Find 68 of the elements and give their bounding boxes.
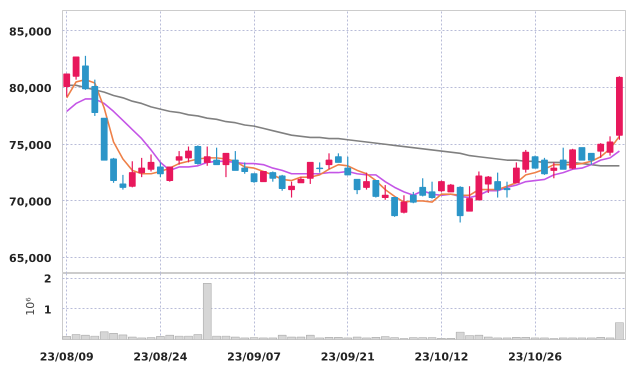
candlestick (82, 55, 89, 90)
candlestick (494, 172, 502, 198)
candlestick (316, 162, 324, 174)
candlestick (344, 156, 352, 176)
candlestick (428, 181, 436, 200)
candlestick (541, 157, 548, 176)
candlestick (72, 56, 80, 80)
candlestick (382, 184, 389, 200)
y-tick-label: 70,000 (9, 195, 52, 208)
candlestick (156, 162, 164, 178)
candlestick (176, 150, 183, 166)
candlestick (400, 194, 408, 214)
candlestick (232, 150, 239, 171)
candlestick (606, 136, 614, 156)
candlestick (484, 175, 492, 194)
candlestick (597, 142, 604, 158)
candlestick (120, 174, 126, 190)
candlestick (391, 196, 398, 218)
y-tick-label: 80,000 (9, 82, 52, 96)
y-tick-label: 1 (44, 303, 52, 316)
candlestick (578, 147, 586, 161)
candlestick (372, 180, 380, 198)
candlestick (194, 144, 202, 166)
candlestick (466, 186, 473, 212)
candlestick (288, 181, 295, 198)
y-tick-label: 75,000 (9, 138, 52, 152)
y-tick-label: 65,000 (9, 252, 52, 266)
x-tick-label: 23/09/07 (227, 350, 282, 364)
candlestick (185, 146, 192, 164)
candlestick (569, 148, 576, 170)
candlestick (532, 155, 539, 169)
candlestick (269, 170, 276, 182)
candlestick (213, 147, 220, 166)
candlestick (334, 152, 342, 164)
candlestick (250, 173, 258, 184)
y-tick-label: 85,000 (9, 25, 52, 38)
candlestick (410, 191, 417, 204)
candlestick (204, 146, 211, 166)
candlestick (560, 147, 567, 170)
x-tick-label: 23/08/24 (133, 350, 188, 364)
candlestick (63, 73, 70, 98)
x-tick-label: 23/10/26 (508, 350, 562, 364)
candlestick (278, 174, 286, 192)
candlestick (438, 180, 445, 192)
candlestick (419, 178, 426, 198)
candlestick (148, 154, 154, 172)
x-tick-label: 23/08/09 (40, 350, 94, 364)
candlestick (306, 162, 314, 185)
candlestick (512, 162, 520, 184)
candlestick (522, 149, 530, 174)
candlestick (354, 178, 361, 195)
x-tick-label: 23/10/12 (414, 350, 468, 364)
candlestick (588, 152, 595, 166)
candlestick (504, 181, 510, 198)
candlestick (363, 172, 370, 190)
candlestick (128, 160, 136, 188)
candlestick (222, 152, 230, 178)
candlestick (550, 162, 558, 179)
candlestick (241, 162, 248, 174)
candlestick (110, 157, 117, 184)
candlestick (475, 170, 482, 200)
candlestick (326, 152, 332, 170)
x-tick-label: 23/09/21 (320, 350, 375, 364)
y-tick-label: 2 (44, 272, 52, 286)
y-axis-title: 10⁶ (24, 296, 37, 316)
candlestick (260, 170, 267, 182)
candlestick (166, 166, 174, 182)
candlestick (138, 157, 146, 178)
